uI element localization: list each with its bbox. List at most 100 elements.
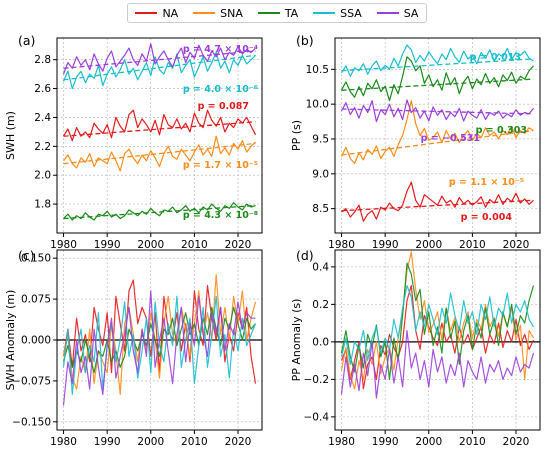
chart-panel-c: 1980 1990 2000 2010 2020 −0.150 −0.075 0.000 0.0… <box>4 248 263 448</box>
x-tick-label: 2010 <box>181 239 208 251</box>
panel-label: (b) <box>296 33 314 48</box>
y-tick-label: 2.2 <box>34 141 51 153</box>
x-tick-label: 2020 <box>503 436 530 448</box>
series-line-na <box>62 109 257 142</box>
p-value-annotation: p = 0.303 <box>476 125 527 136</box>
y-axis-label: SWH Anomaly (m) <box>4 290 17 391</box>
trend-line-sa <box>63 50 256 69</box>
legend-item-sa: SA <box>376 6 419 20</box>
series-line-ssa <box>62 51 256 90</box>
trend-line-na <box>63 121 256 137</box>
legend-swatch-na <box>135 12 158 14</box>
y-tick-label: 2.4 <box>34 112 51 124</box>
y-axis-label: SWH (m) <box>4 111 17 160</box>
x-tick-label: 1990 <box>372 239 399 251</box>
y-tick-label: 10.5 <box>306 64 329 76</box>
x-tick-label: 2010 <box>181 436 208 448</box>
p-value-annotation: p = 4.0 × 10⁻⁶ <box>183 84 258 95</box>
p-value-annotation: p = −0.531 <box>421 133 480 144</box>
x-tick-label: 2020 <box>503 239 530 251</box>
y-tick-label: 8.5 <box>312 203 329 215</box>
x-tick-label: 1990 <box>94 436 121 448</box>
y-tick-label: −0.150 <box>12 416 51 428</box>
series-line-sa <box>340 99 534 123</box>
legend-label-ta: TA <box>284 6 299 20</box>
legend-swatch-ssa <box>313 12 336 14</box>
y-tick-label: 0.150 <box>21 253 51 265</box>
chart-panel-a: 1980 1990 2000 2010 2020 1.8 2.0 2.2 2.4 2.6 2.8 SW… <box>4 33 263 251</box>
series-line-sna <box>62 273 257 396</box>
trend-line-na <box>341 199 534 212</box>
series-line-sna <box>63 135 256 172</box>
series-line-ta <box>340 56 534 102</box>
axes-frame <box>334 249 541 431</box>
series-line-ta <box>62 306 256 374</box>
axes-frame <box>56 37 263 234</box>
x-tick-label: 2000 <box>137 239 164 251</box>
y-tick-label: 2.0 <box>34 170 51 182</box>
series-line-sa <box>62 290 256 406</box>
legend-swatch-sa <box>376 12 399 14</box>
trend-line-sna <box>63 142 256 165</box>
series-line-sa <box>62 43 256 75</box>
trend-line-sna <box>341 129 534 156</box>
legend-swatch-ta <box>257 12 280 14</box>
trend-line-ssa <box>341 58 534 72</box>
x-tick-label: 1990 <box>372 436 399 448</box>
panel-label: (a) <box>18 33 35 48</box>
panel-label: (d) <box>296 248 314 263</box>
x-tick-label: 2020 <box>225 436 252 448</box>
trend-line-sa <box>341 108 534 115</box>
p-value-annotation: p = 4.7 × 10⁻⁴ <box>183 44 258 55</box>
y-tick-label: 2.8 <box>34 54 51 66</box>
series-line-sa <box>340 330 535 399</box>
p-value-annotation: p = 1.7 × 10⁻⁵ <box>183 160 258 171</box>
legend-swatch-sna <box>193 12 216 14</box>
series-line-ssa <box>340 285 535 365</box>
x-tick-label: 1990 <box>94 239 121 251</box>
legend-label-na: NA <box>162 6 179 20</box>
y-tick-label: 0.4 <box>312 261 329 273</box>
y-axis-label: PP Anomaly (s) <box>290 299 303 382</box>
legend-item-na: NA <box>135 7 178 20</box>
series-line-sna <box>340 251 535 390</box>
x-tick-label: 2000 <box>415 239 442 251</box>
legend-label-ssa: SSA <box>340 6 362 20</box>
legend-label-sa: SA <box>403 6 419 20</box>
legend-item-ssa: SSA <box>313 7 362 20</box>
x-tick-label: 2010 <box>459 239 486 251</box>
y-tick-label: −0.2 <box>304 374 330 386</box>
p-value-annotation: p = 1.1 × 10⁻⁵ <box>449 177 524 188</box>
y-tick-label: 2.6 <box>34 83 51 95</box>
x-tick-label: 2000 <box>137 436 164 448</box>
x-tick-label: 1980 <box>328 239 355 251</box>
x-tick-label: 2010 <box>459 436 486 448</box>
p-value-annotation: p = 4.3 × 10⁻⁸ <box>183 210 258 221</box>
x-tick-label: 1980 <box>328 436 355 448</box>
y-tick-label: 0.0 <box>312 336 329 348</box>
y-tick-label: −0.4 <box>304 411 330 423</box>
x-tick-label: 1980 <box>50 436 77 448</box>
y-tick-label: 10.0 <box>306 99 329 111</box>
y-axis-label: PP (s) <box>290 120 303 151</box>
legend-item-ta: TA <box>257 6 299 20</box>
p-value-annotation: p = 0.013 <box>470 52 521 63</box>
trend-line-ta <box>63 204 256 220</box>
x-tick-label: 1980 <box>50 239 77 251</box>
legend-label-sna: SNA <box>220 6 243 20</box>
y-tick-label: 0.000 <box>21 335 51 347</box>
y-tick-label: 9.5 <box>312 133 329 145</box>
chart-panel-d: 1980 1990 2000 2010 2020 −0.4 −0.2 0.0 0.2 0.4 PP … <box>290 248 541 448</box>
axes-frame <box>334 37 541 234</box>
trend-line-ta <box>341 78 534 91</box>
x-tick-label: 2000 <box>415 436 442 448</box>
x-tick-label: 2020 <box>225 239 252 251</box>
y-tick-label: 9.0 <box>312 168 329 180</box>
chart-panel-b: 1980 1990 2000 2010 2020 8.5 9.0 9.5 10.0 10.5 PP … <box>290 33 541 251</box>
legend-item-sna: SNA <box>193 7 243 20</box>
y-tick-label: 1.8 <box>34 199 51 211</box>
p-value-annotation: p = 0.087 <box>198 101 249 112</box>
y-tick-label: 0.2 <box>312 299 329 311</box>
series-line-ssa <box>340 44 534 77</box>
